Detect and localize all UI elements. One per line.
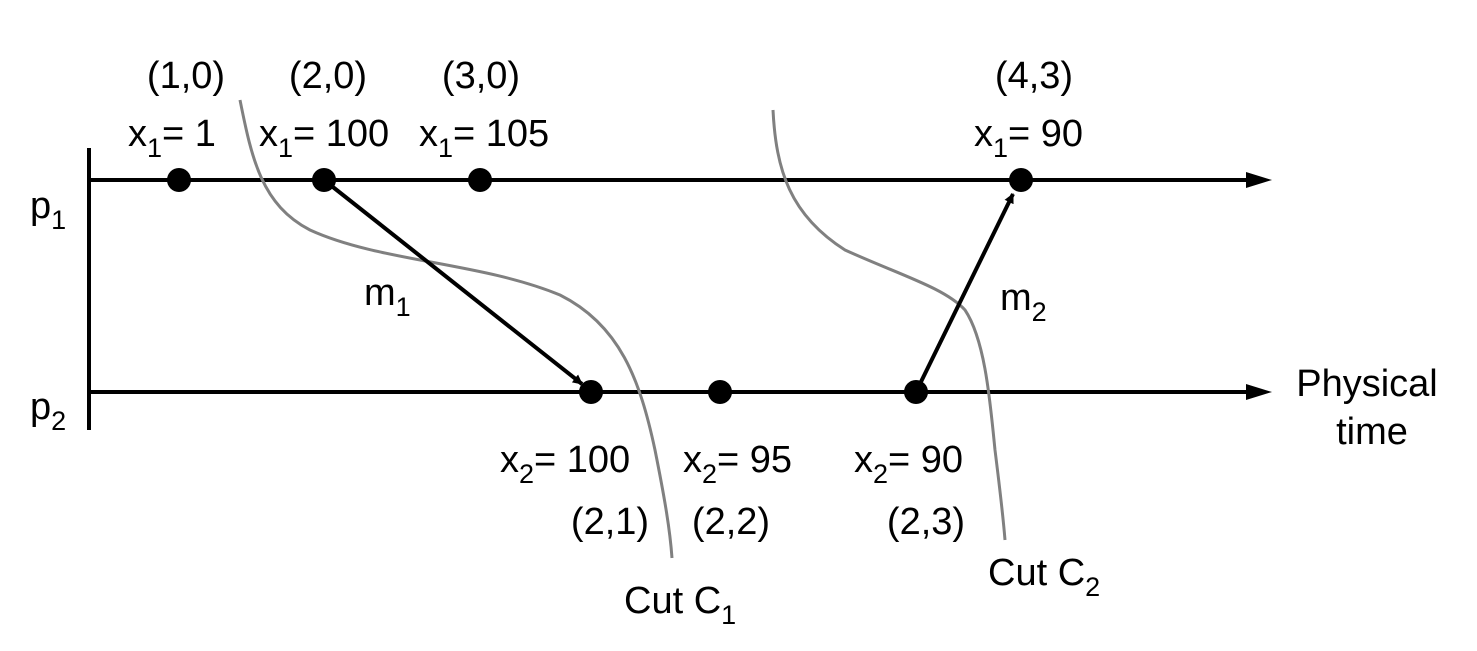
p1-event-clock: (4,3) xyxy=(995,55,1073,97)
p2-event-clock: (2,3) xyxy=(887,501,965,543)
cut-c2-curve xyxy=(771,109,1007,541)
p2-event-dot xyxy=(579,380,603,404)
p2-event-dot xyxy=(904,380,928,404)
p1-event-value: x1= 1 xyxy=(128,113,216,163)
p2-event-value: x2= 95 xyxy=(683,439,792,489)
p1-event-dot xyxy=(1009,168,1033,192)
p1-timeline-arrowhead xyxy=(1246,172,1272,188)
p2-event-clock: (2,1) xyxy=(571,501,649,543)
p1-event-value: x1= 100 xyxy=(259,113,389,163)
p1-event-dot xyxy=(468,168,492,192)
p2-event-value: x2= 100 xyxy=(500,439,630,489)
message-m1-arrow xyxy=(322,178,584,386)
p1-event-clock: (3,0) xyxy=(442,55,520,97)
p1-event-dot xyxy=(167,168,191,192)
message-m1-label: m1 xyxy=(364,272,411,322)
cut-c1-label: Cut C1 xyxy=(624,580,736,630)
p2-event-value: x2= 90 xyxy=(854,439,963,489)
message-m2-arrow xyxy=(914,193,1015,393)
p1-event-clock: (2,0) xyxy=(289,55,367,97)
axis-label-line2: time xyxy=(1336,411,1408,453)
process-label-p1: p1 xyxy=(30,185,66,235)
p2-timeline-arrowhead xyxy=(1246,384,1272,400)
p1-event-clock: (1,0) xyxy=(147,55,225,97)
process-label-p2: p2 xyxy=(30,386,66,436)
cut-c2-label: Cut C2 xyxy=(988,552,1100,602)
p1-event-value: x1= 105 xyxy=(419,113,549,163)
message-m2-label: m2 xyxy=(1000,277,1047,327)
p1-event-dot xyxy=(312,168,336,192)
axis-label-line1: Physical xyxy=(1296,363,1438,405)
p1-event-value: x1= 90 xyxy=(974,113,1083,163)
p2-event-dot xyxy=(708,380,732,404)
p2-event-clock: (2,2) xyxy=(692,501,770,543)
cut-c1-curve xyxy=(238,99,674,559)
